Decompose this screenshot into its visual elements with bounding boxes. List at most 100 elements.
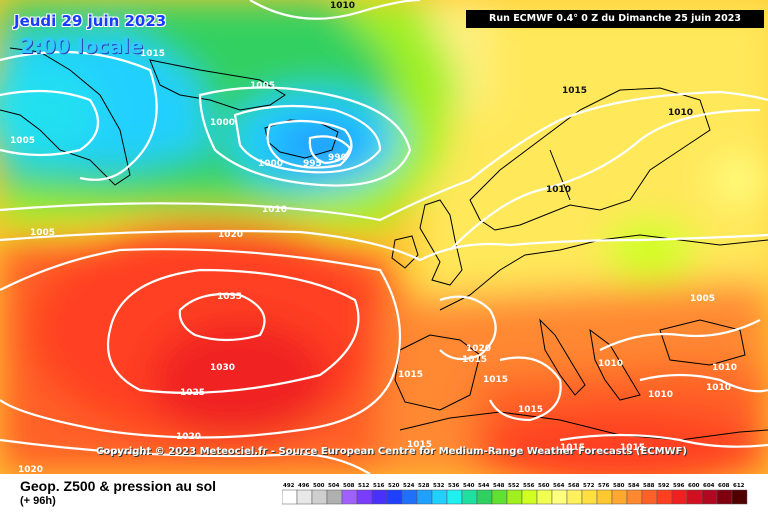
legend-swatch bbox=[581, 489, 598, 505]
legend-swatch bbox=[296, 489, 313, 505]
forecast-lead-time: (+ 96h) bbox=[20, 495, 56, 507]
isobar-label: 1025 bbox=[180, 388, 205, 398]
legend-value: 548 bbox=[493, 483, 505, 489]
isobar-label: 1005 bbox=[690, 294, 715, 304]
legend-swatch bbox=[476, 489, 493, 505]
isobar-label: 1030 bbox=[210, 363, 235, 373]
isobar-label: 1000 bbox=[258, 159, 283, 169]
isobar-label: 1015 bbox=[620, 443, 645, 453]
legend-swatch bbox=[641, 489, 658, 505]
legend-value: 544 bbox=[478, 483, 490, 489]
legend-swatch bbox=[686, 489, 703, 505]
isobar-label: 1010 bbox=[330, 1, 355, 11]
isobar-label: 1005 bbox=[250, 81, 275, 91]
legend-value: 532 bbox=[433, 483, 445, 489]
map-title: Geop. Z500 & pression au sol bbox=[20, 478, 217, 494]
legend-swatch bbox=[431, 489, 448, 505]
isobar-label: 1015 bbox=[483, 375, 508, 385]
legend-swatch bbox=[371, 489, 388, 505]
isobar-label: 1010 bbox=[546, 185, 571, 195]
legend-value: 580 bbox=[613, 483, 625, 489]
isobar-label: 1000 bbox=[210, 118, 235, 128]
forecast-date: Jeudi 29 juin 2023 bbox=[14, 12, 167, 30]
legend-value: 492 bbox=[283, 483, 295, 489]
legend-swatch bbox=[461, 489, 478, 505]
legend-value: 604 bbox=[703, 483, 715, 489]
isobar-label: 1015 bbox=[518, 405, 543, 415]
legend-swatch bbox=[731, 489, 748, 505]
isobar-label: 1010 bbox=[668, 108, 693, 118]
isobar-label: 995 bbox=[303, 159, 322, 169]
isobar-label: 990 bbox=[328, 153, 347, 163]
legend-value: 512 bbox=[358, 483, 370, 489]
legend-value: 612 bbox=[733, 483, 745, 489]
legend-value: 568 bbox=[568, 483, 580, 489]
isobar-label: 1020 bbox=[176, 432, 201, 442]
isobar-label: 1015 bbox=[140, 49, 165, 59]
isobar-label: 1015 bbox=[560, 443, 585, 453]
legend-value: 500 bbox=[313, 483, 325, 489]
legend-value: 552 bbox=[508, 483, 520, 489]
legend-swatch bbox=[341, 489, 358, 505]
legend-swatch bbox=[416, 489, 433, 505]
legend-swatch bbox=[596, 489, 613, 505]
isobar-label: 1005 bbox=[10, 136, 35, 146]
isobar-label: 1015 bbox=[407, 440, 432, 450]
legend-value: 560 bbox=[538, 483, 550, 489]
legend-value: 572 bbox=[583, 483, 595, 489]
forecast-local-time: 2:00 locale bbox=[20, 34, 144, 58]
legend-swatch bbox=[326, 489, 343, 505]
legend-value: 564 bbox=[553, 483, 565, 489]
legend-swatch bbox=[536, 489, 553, 505]
legend-swatch bbox=[716, 489, 733, 505]
legend-swatch bbox=[386, 489, 403, 505]
isobar-label: 1010 bbox=[262, 205, 287, 215]
map-canvas: 1010 1015 1005 1005 1000 1000 995 990 10… bbox=[0, 0, 768, 474]
isobar-label: 1010 bbox=[706, 383, 731, 393]
legend-swatch bbox=[551, 489, 568, 505]
isobar-label: 1005 bbox=[30, 228, 55, 238]
legend-value: 528 bbox=[418, 483, 430, 489]
isobar-label: 1020 bbox=[466, 344, 491, 354]
legend-swatch bbox=[671, 489, 688, 505]
legend-swatch bbox=[701, 489, 718, 505]
color-scale-legend: 492 496 500 504 508 512 516 520 524 528 532 536 540 5… bbox=[282, 483, 748, 505]
isobar-label: 1015 bbox=[562, 86, 587, 96]
weather-map: 1010 1015 1005 1005 1000 1000 995 990 10… bbox=[0, 0, 768, 474]
legend-value: 584 bbox=[628, 483, 640, 489]
isobar-label: 1035 bbox=[217, 292, 242, 302]
legend-value: 508 bbox=[343, 483, 355, 489]
legend-value: 504 bbox=[328, 483, 340, 489]
isobar-label: 1010 bbox=[712, 363, 737, 373]
isobar-label: 1010 bbox=[598, 359, 623, 369]
legend-swatch bbox=[656, 489, 673, 505]
isobars bbox=[0, 0, 768, 474]
legend-swatch bbox=[311, 489, 328, 505]
legend-swatch bbox=[626, 489, 643, 505]
legend-value: 608 bbox=[718, 483, 730, 489]
legend-swatch bbox=[566, 489, 583, 505]
legend-value: 540 bbox=[463, 483, 475, 489]
legend-value: 576 bbox=[598, 483, 610, 489]
legend-value: 524 bbox=[403, 483, 415, 489]
legend-swatch bbox=[282, 489, 298, 505]
legend-value: 596 bbox=[673, 483, 685, 489]
legend-value: 556 bbox=[523, 483, 535, 489]
legend-value: 496 bbox=[298, 483, 310, 489]
legend-value: 600 bbox=[688, 483, 700, 489]
legend-swatch bbox=[611, 489, 628, 505]
legend-swatch bbox=[401, 489, 418, 505]
isobar-label: 1020 bbox=[18, 465, 43, 474]
legend-swatch bbox=[446, 489, 463, 505]
legend-value: 516 bbox=[373, 483, 385, 489]
legend-swatch bbox=[506, 489, 523, 505]
copyright-notice: Copyright © 2023 Meteociel.fr - Source E… bbox=[96, 446, 687, 457]
isobar-label: 1015 bbox=[398, 370, 423, 380]
isobar-label: 1020 bbox=[218, 230, 243, 240]
legend-value: 592 bbox=[658, 483, 670, 489]
isobar-label: 1015 bbox=[462, 355, 487, 365]
geopotential-field bbox=[0, 0, 768, 474]
isobar-label: 1010 bbox=[648, 390, 673, 400]
legend-swatch bbox=[356, 489, 373, 505]
isobar-labels: 1010 1015 1005 1005 1000 1000 995 990 10… bbox=[10, 1, 737, 474]
